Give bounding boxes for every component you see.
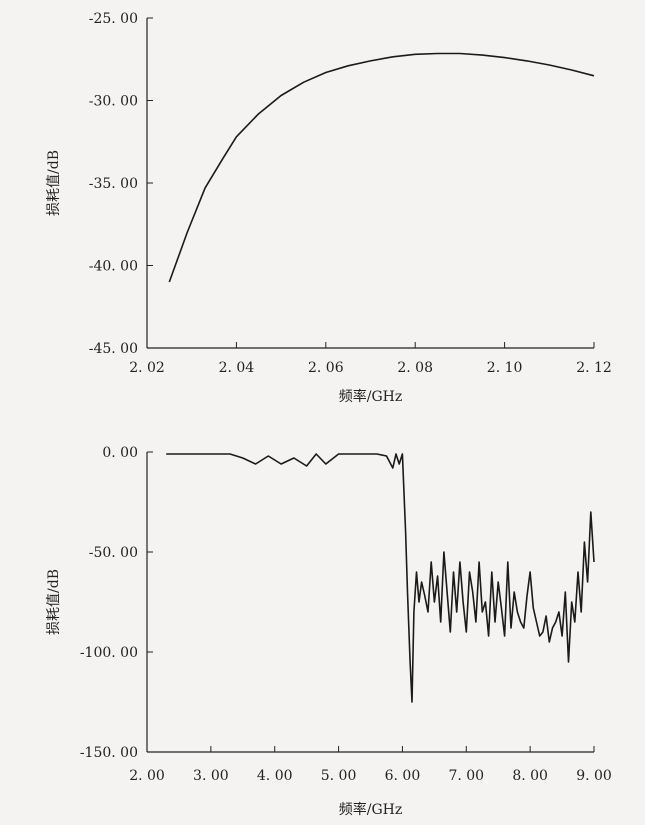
- y-tick-label: -40. 00: [89, 259, 138, 275]
- y-tick-label: -100. 00: [80, 645, 138, 661]
- y-axis-title: 损耗值/dB: [46, 150, 62, 216]
- x-tick-label: 2. 12: [576, 360, 612, 376]
- y-axis-title: 损耗值/dB: [46, 569, 62, 635]
- x-axis-title: 频率/GHz: [339, 801, 403, 818]
- chart-bottom: 0. 00 -50. 00 -100. 00 -150. 00 2. 00 3. 00 4.…: [46, 445, 612, 818]
- chart-top: -25. 00 -30. 00 -35. 00 -40. 00 -45. 00 2. 02…: [46, 11, 612, 405]
- x-tick-label: 6. 00: [385, 768, 421, 784]
- series-line: [168, 52, 595, 283]
- x-tick-label: 2. 00: [129, 768, 165, 784]
- x-tick-label: 2. 06: [308, 360, 344, 376]
- y-tick-label: -35. 00: [89, 176, 138, 192]
- y-tick-label: -50. 00: [89, 545, 138, 561]
- x-tick-label: 2. 08: [397, 360, 433, 376]
- x-tick-label: 5. 00: [321, 768, 357, 784]
- y-tick-label: -30. 00: [89, 94, 138, 110]
- x-tick-label: 9. 00: [576, 768, 612, 784]
- x-tick-label: 8. 00: [512, 768, 548, 784]
- x-tick-label: 7. 00: [448, 768, 484, 784]
- x-tick-label: 2. 02: [129, 360, 165, 376]
- series-line: [166, 453, 595, 703]
- x-tick-label: 4. 00: [257, 768, 293, 784]
- x-tick-label: 3. 00: [193, 768, 229, 784]
- y-tick-label: -150. 00: [80, 745, 138, 761]
- x-axis-title: 频率/GHz: [339, 388, 403, 405]
- y-tick-label: -45. 00: [89, 341, 138, 357]
- x-tick-label: 2. 04: [219, 360, 255, 376]
- y-tick-label: 0. 00: [102, 445, 138, 461]
- x-tick-label: 2. 10: [487, 360, 523, 376]
- y-tick-label: -25. 00: [89, 11, 138, 27]
